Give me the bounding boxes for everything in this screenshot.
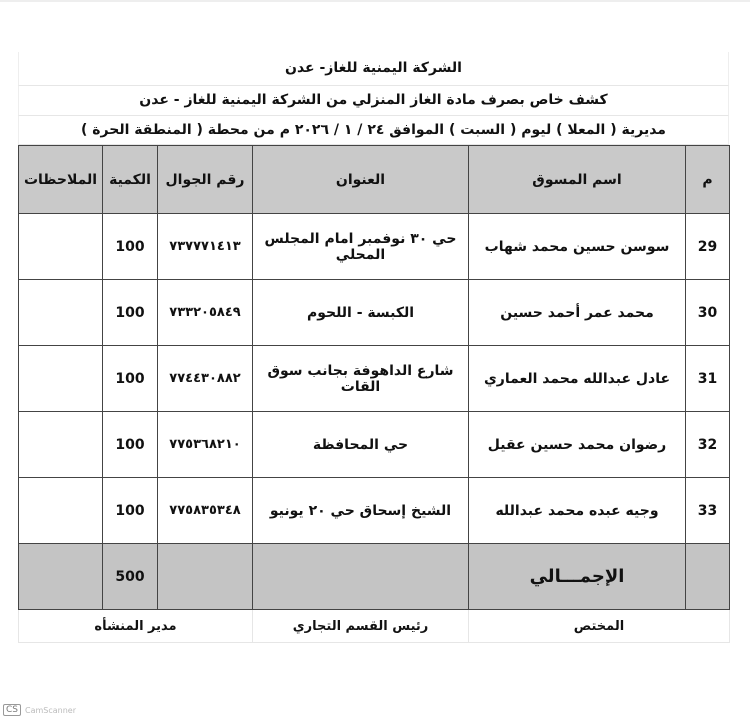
cell-address: حي ٣٠ نوفمبر امام المجلس المحلي bbox=[252, 213, 469, 280]
cell-notes bbox=[18, 213, 103, 280]
cell-name: وجيه عبده محمد عبدالله bbox=[468, 477, 686, 544]
sheet-subtitle: كشف خاص بصرف مادة الغاز المنزلي من الشرك… bbox=[18, 86, 729, 116]
table-header-row: م اسم المسوق العنوان رقم الجوال الكمية ا… bbox=[18, 145, 730, 214]
cell-qty: 100 bbox=[102, 345, 158, 412]
scanner-watermark: CS CamScanner bbox=[3, 704, 76, 716]
col-header-name: اسم المسوق bbox=[468, 145, 686, 214]
distribution-table: م اسم المسوق العنوان رقم الجوال الكمية ا… bbox=[18, 145, 730, 643]
table-row: 30 محمد عمر أحمد حسين الكبسة - اللحوم ٧٣… bbox=[18, 279, 730, 346]
cell-qty: 100 bbox=[102, 477, 158, 544]
total-address-cell bbox=[252, 543, 469, 610]
cell-no: 31 bbox=[685, 345, 730, 412]
total-row: الإجمـــالي 500 bbox=[18, 543, 730, 610]
signature-specialist: المختص bbox=[468, 609, 730, 643]
cell-no: 32 bbox=[685, 411, 730, 478]
total-notes-cell bbox=[18, 543, 103, 610]
sheet-details: مديرية ( المعلا ) ليوم ( السبت ) الموافق… bbox=[18, 116, 729, 145]
cell-phone: ٧٣٧٧٧١٤١٣ bbox=[157, 213, 253, 280]
cell-name: عادل عبدالله محمد العماري bbox=[468, 345, 686, 412]
cell-qty: 100 bbox=[102, 279, 158, 346]
cell-no: 30 bbox=[685, 279, 730, 346]
col-header-address: العنوان bbox=[252, 145, 469, 214]
col-header-no: م bbox=[685, 145, 730, 214]
table-row: 33 وجيه عبده محمد عبدالله الشيخ إسحاق حي… bbox=[18, 477, 730, 544]
cell-qty: 100 bbox=[102, 213, 158, 280]
page-top-border bbox=[0, 0, 750, 2]
cell-address: حي المحافظة bbox=[252, 411, 469, 478]
gas-distribution-sheet: الشركة اليمنية للغاز- عدن كشف خاص بصرف م… bbox=[18, 52, 730, 643]
table-row: 29 سوسن حسين محمد شهاب حي ٣٠ نوفمبر امام… bbox=[18, 213, 730, 280]
table-row: 32 رضوان محمد حسين عقيل حي المحافظة ٧٧٥٣… bbox=[18, 411, 730, 478]
total-qty: 500 bbox=[102, 543, 158, 610]
cell-notes bbox=[18, 279, 103, 346]
col-header-phone: رقم الجوال bbox=[157, 145, 253, 214]
signature-row: المختص رئيس القسم التجاري مدير المنشأه bbox=[18, 609, 730, 643]
cell-name: سوسن حسين محمد شهاب bbox=[468, 213, 686, 280]
cell-no: 29 bbox=[685, 213, 730, 280]
camscanner-logo-icon: CS bbox=[3, 704, 21, 716]
total-phone-cell bbox=[157, 543, 253, 610]
cell-address: الكبسة - اللحوم bbox=[252, 279, 469, 346]
col-header-notes: الملاحظات bbox=[18, 145, 103, 214]
cell-phone: ٧٧٥٨٣٥٣٤٨ bbox=[157, 477, 253, 544]
cell-name: رضوان محمد حسين عقيل bbox=[468, 411, 686, 478]
watermark-text: CamScanner bbox=[25, 705, 77, 715]
table-row: 31 عادل عبدالله محمد العماري شارع الداهو… bbox=[18, 345, 730, 412]
cell-qty: 100 bbox=[102, 411, 158, 478]
cell-notes bbox=[18, 411, 103, 478]
cell-no: 33 bbox=[685, 477, 730, 544]
total-label: الإجمـــالي bbox=[468, 543, 686, 610]
cell-phone: ٧٧٥٣٦٨٢١٠ bbox=[157, 411, 253, 478]
cell-notes bbox=[18, 477, 103, 544]
cell-address: شارع الداهوفة بجانب سوق القات bbox=[252, 345, 469, 412]
cell-phone: ٧٣٣٢٠٥٨٤٩ bbox=[157, 279, 253, 346]
signature-facility-manager: مدير المنشأه bbox=[18, 609, 253, 643]
cell-phone: ٧٧٤٤٣٠٨٨٢ bbox=[157, 345, 253, 412]
company-title: الشركة اليمنية للغاز- عدن bbox=[18, 52, 729, 86]
cell-notes bbox=[18, 345, 103, 412]
cell-name: محمد عمر أحمد حسين bbox=[468, 279, 686, 346]
cell-address: الشيخ إسحاق حي ٢٠ يونيو bbox=[252, 477, 469, 544]
total-no-cell bbox=[685, 543, 730, 610]
col-header-qty: الكمية bbox=[102, 145, 158, 214]
signature-commercial-head: رئيس القسم التجاري bbox=[252, 609, 469, 643]
